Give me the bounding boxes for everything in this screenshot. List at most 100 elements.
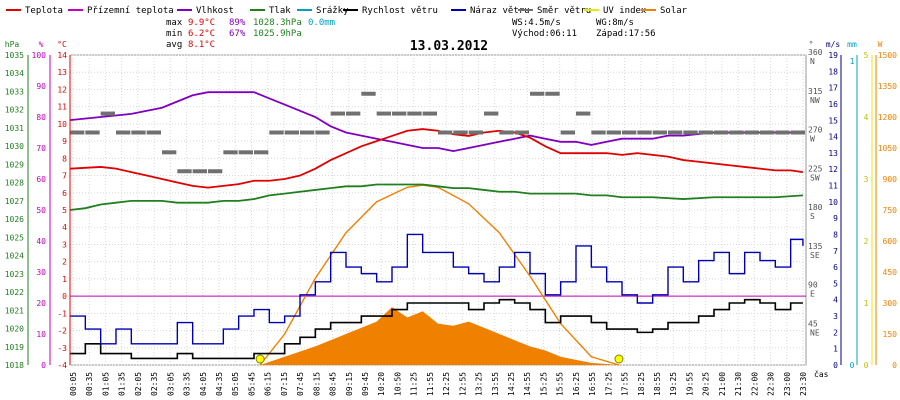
temperature-tick: 9	[62, 137, 67, 146]
x-tick-label: 17:55	[621, 372, 630, 396]
wind-direction-mark	[100, 111, 115, 116]
pressure-tick: 1023	[5, 270, 24, 279]
wind-direction-mark	[192, 169, 207, 174]
legend-label: UV index	[603, 6, 647, 16]
humidity-tick: 40	[36, 237, 46, 246]
rain-tick: 0	[850, 361, 855, 370]
x-tick-label: 02:05	[134, 372, 143, 396]
solar-area	[260, 307, 619, 365]
x-tick-label: 09:15	[345, 372, 354, 396]
wind-direction-mark	[346, 111, 361, 116]
legend-label: Vlhkost	[196, 6, 234, 16]
x-tick-label: 10:50	[393, 372, 402, 396]
legend-label: Tlak	[269, 6, 291, 16]
pressure-tick: 1033	[5, 87, 24, 96]
x-tick-label: 19:25	[669, 372, 678, 396]
pressure-tick: 1021	[5, 306, 24, 315]
wind-direction-mark	[652, 130, 667, 135]
wind-direction-mark	[131, 130, 146, 135]
temperature-tick: 11	[57, 103, 67, 112]
temperature-tick: 1	[62, 275, 67, 284]
solar-unit: W	[878, 40, 883, 49]
legend-label: Přízemní teplota	[87, 6, 174, 16]
humidity-tick: 80	[36, 113, 46, 122]
temperature-tick: 0	[62, 292, 67, 301]
x-tick-label: 03:35	[183, 372, 192, 396]
uv-tick: 1	[864, 299, 869, 308]
pressure-unit: hPa	[5, 40, 20, 49]
x-tick-label: 19:55	[685, 372, 694, 396]
x-tick-label: 15:55	[556, 372, 565, 396]
x-tick-label: 12:55	[458, 372, 467, 396]
direction-tick: 180	[808, 203, 823, 212]
wind-direction-mark	[330, 111, 345, 116]
stat-avg-label: avg	[166, 40, 182, 50]
wind-direction-mark	[545, 91, 560, 96]
solar-tick: 300	[883, 299, 898, 308]
wind-direction-mark	[422, 111, 437, 116]
direction-tick: 360	[808, 48, 823, 57]
wind-tick: 7	[833, 247, 838, 256]
sun-marker	[614, 354, 624, 364]
pressure-line	[69, 183, 803, 211]
wind-direction-mark	[300, 130, 315, 135]
wind-tick: 12	[828, 165, 838, 174]
direction-tick-dir: S	[810, 212, 815, 221]
x-tick-label: 08:45	[329, 372, 338, 396]
wind-tick: 9	[833, 214, 838, 223]
humidity-tick: 70	[36, 144, 46, 153]
humidity-tick: 90	[36, 82, 46, 91]
x-tick-label: 04:35	[215, 372, 224, 396]
x-tick-label: 20:25	[702, 372, 711, 396]
temperature-tick: -3	[57, 344, 67, 353]
pressure-tick: 1020	[5, 325, 24, 334]
solar-tick: 900	[883, 175, 898, 184]
temperature-tick: -1	[57, 309, 67, 318]
wind-tick: 15	[828, 116, 838, 125]
x-tick-label: 10:20	[377, 372, 386, 396]
wind-direction-mark	[223, 150, 238, 155]
wind-direction-mark	[775, 130, 790, 135]
wind-tick: 4	[833, 296, 838, 305]
humidity-tick: 10	[36, 330, 46, 339]
direction-tick-dir: SE	[810, 251, 820, 260]
direction-tick-dir: E	[810, 290, 815, 299]
wind-tick: 3	[833, 312, 838, 321]
x-tick-label: 17:25	[604, 372, 613, 396]
pressure-tick: 1019	[5, 343, 24, 352]
humidity-tick: 20	[36, 299, 46, 308]
wind-direction-mark	[284, 130, 299, 135]
rain-tick: 1	[850, 57, 855, 66]
uv-tick: 0	[864, 361, 869, 370]
chart-title: 13.03.2012	[410, 39, 488, 54]
legend-label: Srážky	[316, 6, 349, 16]
sun-marker	[255, 354, 265, 364]
pressure-tick: 1032	[5, 106, 24, 115]
wind-direction-mark	[683, 130, 698, 135]
solar-tick: 1350	[878, 82, 897, 91]
wind-direction-mark	[560, 130, 575, 135]
wind-direction-mark	[315, 130, 330, 135]
rain-unit: mm	[847, 40, 857, 49]
direction-tick: 90	[808, 281, 818, 290]
stat-max-humidity: 89%	[229, 18, 246, 28]
stat-min-pressure: 1025.9hPa	[253, 29, 302, 39]
wind-direction-mark	[499, 130, 514, 135]
pressure-tick: 1025	[5, 233, 24, 242]
pressure-tick: 1024	[5, 252, 24, 261]
x-tick-label: 22:30	[767, 372, 776, 396]
temperature-tick: 5	[62, 206, 67, 215]
wind-tick: 2	[833, 328, 838, 337]
pressure-tick: 1035	[5, 51, 24, 60]
stats-block: max 9.9°C 89% 1028.3hPa 0.0mm min 6.2°C …	[166, 18, 656, 50]
x-tick-label: 23:00	[783, 372, 792, 396]
solar-tick: 600	[883, 237, 898, 246]
x-tick-label: 12:25	[442, 372, 451, 396]
wind-tick: 10	[828, 198, 838, 207]
stat-avg-temp: 8.1°C	[188, 40, 215, 50]
x-tick-label: 21:30	[734, 372, 743, 396]
uv-tick: 5	[864, 51, 869, 60]
wind-tick: 6	[833, 263, 838, 272]
axes: 00:05 00:35 01:05 01:35 02:05 02:35 03:05 03:35…	[5, 40, 897, 396]
